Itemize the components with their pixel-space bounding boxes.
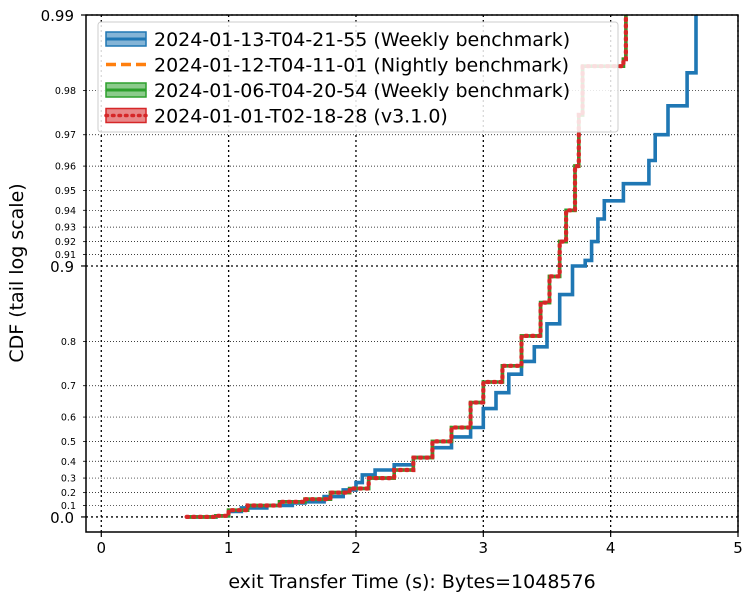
y-minor-tick-label: 0.2 (61, 488, 76, 499)
y-minor-tick-label: 0.6 (61, 413, 76, 424)
y-minor-tick-label: 0.97 (55, 130, 76, 141)
legend-label: 2024-01-12-T04-11-01 (Nightly benchmark) (154, 55, 569, 77)
x-tick-label: 3 (479, 539, 489, 557)
x-axis-title: exit Transfer Time (s): Bytes=1048576 (228, 571, 595, 593)
y-minor-tick-label: 0.7 (61, 381, 76, 392)
y-minor-tick-label: 0.93 (55, 223, 76, 234)
y-minor-tick-label: 0.5 (61, 437, 76, 448)
y-minor-tick-label: 0.91 (55, 250, 76, 261)
legend-label: 2024-01-01-T02-18-28 (v3.1.0) (154, 106, 448, 128)
x-tick-label: 2 (351, 539, 361, 557)
y-minor-tick-label: 0.98 (55, 86, 76, 97)
axis-ticks: 0 1 2 3 4 5 0.1 0.2 0.3 0.4 0.5 0.6 0.7 0.8 0.91 0.92 0.… (41, 7, 743, 557)
legend-label: 2024-01-13-T04-21-55 (Weekly benchmark) (154, 29, 570, 51)
y-minor-tick-label: 0.8 (61, 337, 76, 348)
y-minor-tick-label: 0.3 (61, 474, 76, 485)
y-minor-tick-label: 0.92 (55, 237, 76, 248)
y-major-tick-label: 0.9 (50, 258, 74, 276)
x-tick-label: 1 (224, 539, 234, 557)
plot-frame (85, 14, 739, 533)
y-minor-tick-label: 0.96 (55, 162, 76, 173)
series-line-4 (184, 15, 628, 519)
legend-label: 2024-01-06-T04-20-54 (Weekly benchmark) (154, 80, 570, 102)
y-minor-tick-label: 0.1 (61, 501, 76, 512)
x-tick-label: 5 (733, 539, 743, 557)
legend-box (97, 21, 619, 133)
y-major-tick-label: 0.99 (41, 7, 74, 25)
x-tick-label: 0 (97, 539, 107, 557)
legend: 2024-01-13-T04-21-55 (Weekly benchmark) 2… (97, 21, 619, 133)
series-lines (184, 15, 698, 519)
y-axis-title: CDF (tail log scale) (6, 183, 28, 362)
y-minor-tick-label: 0.94 (55, 206, 76, 217)
x-tick-label: 4 (606, 539, 616, 557)
y-minor-tick-label: 0.95 (55, 186, 76, 197)
y-major-tick-label: 0.0 (50, 509, 74, 527)
y-minor-tick-label: 0.4 (61, 457, 76, 468)
grid (86, 14, 739, 532)
